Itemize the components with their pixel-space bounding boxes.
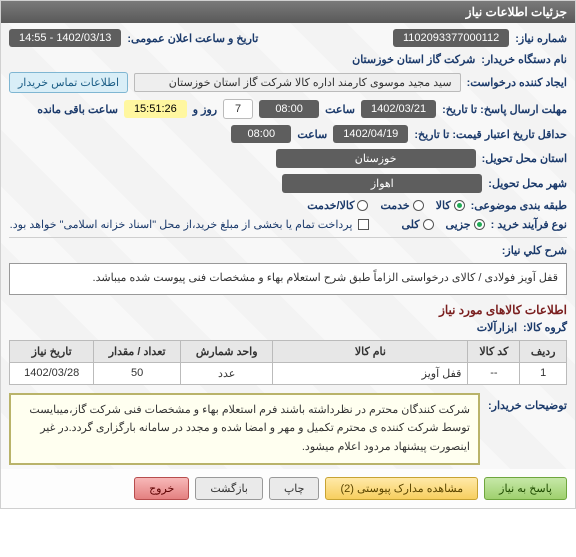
label-hour-1: ساعت [325, 103, 355, 116]
label-subject-cat: طبقه بندی موضوعی: [471, 199, 567, 212]
th-qty: تعداد / مقدار [94, 340, 181, 362]
reply-button[interactable]: پاسخ به نیاز [484, 477, 567, 500]
purchase-radio-group: جزیی کلی [401, 218, 484, 231]
label-validity: حداقل تاریخ اعتبار قیمت: تا تاریخ: [414, 128, 567, 141]
th-row: ردیف [520, 340, 567, 362]
field-validity-time: 08:00 [231, 125, 291, 143]
row-buyer-org: نام دستگاه خریدار: شرکت گاز استان خوزستا… [9, 53, 567, 66]
subject-radio-both-label: کالا/خدمت [307, 199, 354, 212]
row-buyer-notes: توضیحات خریدار: شرکت کنندگان محترم در نظ… [9, 393, 567, 465]
field-deadline-time: 08:00 [259, 100, 319, 118]
value-goods-group: ابزارآلات [477, 321, 517, 334]
purchase-radio-total-label: کلی [401, 218, 419, 231]
field-need-no: 1102093377000112 [393, 29, 509, 47]
td-code: -- [468, 362, 520, 384]
print-button[interactable]: چاپ [269, 477, 320, 500]
field-days-remain: 7 [223, 99, 253, 119]
label-purchase-type: نوع فرآیند خرید : [491, 218, 567, 231]
panel-title: جزئیات اطلاعات نیاز [1, 1, 575, 23]
buyer-notes-box: شرکت کنندگان محترم در نظرداشته باشند فرم… [9, 393, 480, 465]
radio-dot-icon [454, 200, 465, 211]
label-need-desc: شرح کلي نیاز: [502, 244, 567, 257]
label-need-no: شماره نیاز: [515, 32, 567, 45]
label-deadline: مهلت ارسال پاسخ: تا تاریخ: [442, 103, 567, 116]
td-name: قفل آویز [273, 362, 468, 384]
row-city: شهر محل تحویل: اهواز [9, 174, 567, 193]
field-time-remain: 15:51:26 [124, 100, 187, 118]
label-time-suffix: ساعت باقی مانده [37, 103, 118, 116]
row-subject-cat: طبقه بندی موضوعی: کالا خدمت کالا/خدمت [9, 199, 567, 212]
label-partial-pay: پرداخت تمام یا بخشی از مبلغ خرید،از محل … [10, 218, 353, 231]
td-row: 1 [520, 362, 567, 384]
purchase-radio-total[interactable]: کلی [401, 218, 433, 231]
th-unit: واحد شمارش [180, 340, 273, 362]
subject-radio-service[interactable]: خدمت [380, 199, 423, 212]
subject-radio-service-label: خدمت [380, 199, 409, 212]
field-city: اهواز [282, 174, 482, 193]
field-validity-date: 1402/04/19 [333, 125, 408, 143]
radio-dot-icon [413, 200, 424, 211]
th-code: کد کالا [468, 340, 520, 362]
label-days-suffix: روز و [193, 103, 217, 116]
subject-radio-both[interactable]: کالا/خدمت [307, 199, 368, 212]
row-deadline: مهلت ارسال پاسخ: تا تاریخ: 1402/03/21 سا… [9, 99, 567, 119]
contact-buyer-button[interactable]: اطلاعات تماس خریدار [9, 72, 128, 93]
label-province: استان محل تحویل: [482, 152, 567, 165]
radio-dot-icon [474, 219, 485, 230]
label-buyer-notes: توضیحات خریدار: [488, 393, 567, 465]
label-requester: ایجاد کننده درخواست: [467, 76, 567, 89]
td-date: 1402/03/28 [10, 362, 94, 384]
subject-radio-group: کالا خدمت کالا/خدمت [307, 199, 464, 212]
row-need-no: شماره نیاز: 1102093377000112 تاریخ و ساع… [9, 29, 567, 47]
bottom-bar: پاسخ به نیاز مشاهده مدارک پیوستی (2) چاپ… [1, 469, 575, 508]
label-buyer-org: نام دستگاه خریدار: [481, 53, 567, 66]
subject-radio-goods-label: کالا [436, 199, 451, 212]
attachments-button[interactable]: مشاهده مدارک پیوستی (2) [325, 477, 478, 500]
td-unit: عدد [180, 362, 273, 384]
form-body: شماره نیاز: 1102093377000112 تاریخ و ساع… [1, 23, 575, 469]
field-requester: سید مجید موسوی کارمند اداره کالا شرکت گا… [134, 73, 461, 92]
table-body: 1 -- قفل آویز عدد 50 1402/03/28 [10, 362, 567, 384]
label-hour-2: ساعت [297, 128, 327, 141]
field-deadline-date: 1402/03/21 [361, 100, 436, 118]
items-section-title: اطلاعات کالاهای مورد نیاز [9, 303, 567, 317]
td-qty: 50 [94, 362, 181, 384]
items-table: ردیف کد کالا نام کالا واحد شمارش تعداد /… [9, 340, 567, 385]
table-header-row: ردیف کد کالا نام کالا واحد شمارش تعداد /… [10, 340, 567, 362]
radio-dot-icon [357, 200, 368, 211]
field-province: خوزستان [276, 149, 476, 168]
value-buyer-org: شرکت گاز استان خوزستان [352, 53, 475, 66]
row-purchase-type: نوع فرآیند خرید : جزیی کلی پرداخت تمام ی… [9, 218, 567, 231]
purchase-radio-partial-label: جزیی [446, 218, 471, 231]
back-button[interactable]: بازگشت [195, 477, 263, 500]
radio-dot-icon [423, 219, 434, 230]
label-goods-group: گروه کالا: [523, 321, 567, 334]
divider [9, 237, 567, 238]
need-desc-box: قفل آویز فولادی / کالای درخواستی الزاماً… [9, 263, 567, 295]
partial-pay-checkbox[interactable] [358, 219, 369, 230]
field-announce-dt: 1402/03/13 - 14:55 [9, 29, 121, 47]
row-validity: حداقل تاریخ اعتبار قیمت: تا تاریخ: 1402/… [9, 125, 567, 143]
subject-radio-goods[interactable]: کالا [436, 199, 465, 212]
th-name: نام کالا [273, 340, 468, 362]
label-announce-dt: تاریخ و ساعت اعلان عمومی: [127, 32, 258, 45]
purchase-radio-partial[interactable]: جزیی [446, 218, 485, 231]
exit-button[interactable]: خروج [134, 477, 189, 500]
row-goods-group: گروه کالا: ابزارآلات [9, 321, 567, 334]
label-city: شهر محل تحویل: [488, 177, 567, 190]
row-need-desc: شرح کلي نیاز: [9, 244, 567, 257]
need-details-panel: جزئیات اطلاعات نیاز شماره نیاز: 11020933… [0, 0, 576, 509]
row-requester: ایجاد کننده درخواست: سید مجید موسوی کارم… [9, 72, 567, 93]
table-row[interactable]: 1 -- قفل آویز عدد 50 1402/03/28 [10, 362, 567, 384]
row-province: استان محل تحویل: خوزستان [9, 149, 567, 168]
th-date: تاریخ نیاز [10, 340, 94, 362]
